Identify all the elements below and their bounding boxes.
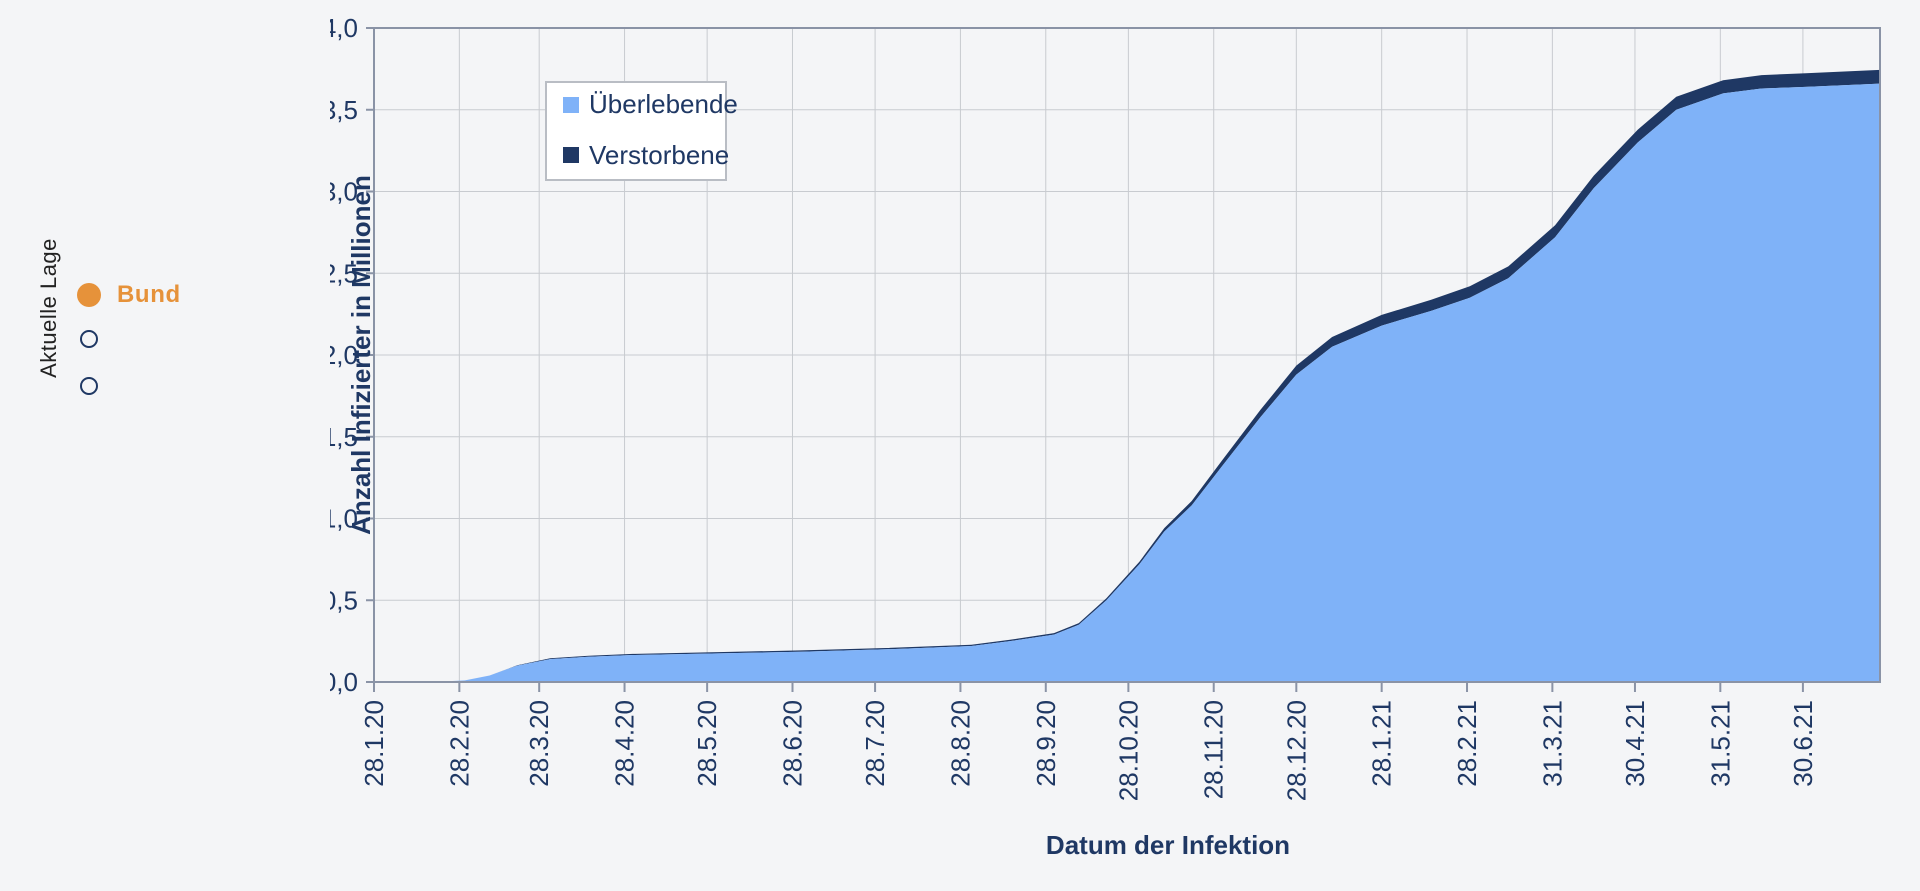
x-tick-label: 28.2.21 xyxy=(1452,700,1482,787)
x-tick-label: 28.3.20 xyxy=(524,700,554,787)
sidebar: Aktuelle Lage Bund xyxy=(0,0,330,891)
x-tick-label: 30.6.21 xyxy=(1788,700,1818,787)
y-tick-label: 4,0 xyxy=(330,13,358,43)
radio-unselected-icon xyxy=(80,330,98,348)
chart-container: 0,0 0,5 1,0 1,5 2,0 2,5 3,0 3,5 4,0 28.1.20 28.2.… xyxy=(330,0,1920,891)
y-tick-labels: 0,0 0,5 1,0 1,5 2,0 2,5 3,0 3,5 4,0 xyxy=(330,13,358,697)
y-axis-title: Anzahl Infizierter in Millionen xyxy=(346,175,376,535)
legend-label-deaths: Verstorbene xyxy=(589,140,729,170)
legend-swatch-survivors xyxy=(563,97,579,113)
axes xyxy=(366,27,1881,692)
x-tick-label: 31.5.21 xyxy=(1705,700,1735,787)
x-tick-label: 30.4.21 xyxy=(1620,700,1650,787)
y-tick-label: 2,5 xyxy=(330,258,358,288)
x-tick-label: 28.12.20 xyxy=(1281,700,1311,801)
sidebar-title: Aktuelle Lage xyxy=(36,238,61,378)
x-tick-label: 28.5.20 xyxy=(692,700,722,787)
legend: Überlebende Verstorbene xyxy=(545,81,738,181)
radio-unselected-icon xyxy=(80,377,98,395)
y-tick-label: 1,0 xyxy=(330,504,358,534)
plot-frame xyxy=(373,27,1881,683)
x-tick-label: 28.10.20 xyxy=(1113,700,1143,801)
y-tick-label: 1,5 xyxy=(330,422,358,452)
x-tick-label: 28.4.20 xyxy=(610,700,640,787)
area-series xyxy=(374,69,1880,683)
legend-swatch-deaths xyxy=(563,147,579,163)
y-tick-label: 2,0 xyxy=(330,340,358,370)
x-tick-label: 28.11.20 xyxy=(1199,700,1229,799)
legend-label-survivors: Überlebende xyxy=(589,89,738,119)
radio-selected-icon xyxy=(77,283,101,307)
y-tick-label: 3,0 xyxy=(330,177,358,207)
x-tick-label: 28.1.21 xyxy=(1367,700,1397,787)
x-tick-label: 28.1.20 xyxy=(359,700,389,787)
radio-label-bund: Bund xyxy=(117,281,181,308)
x-tick-labels: 28.1.20 28.2.20 28.3.20 28.4.20 28.5.20 28.6.… xyxy=(359,700,1818,801)
y-tick-label: 0,0 xyxy=(330,667,358,697)
x-tick-label: 28.9.20 xyxy=(1031,700,1061,787)
series-area-survivors xyxy=(374,83,1880,683)
x-tick-label: 28.8.20 xyxy=(945,700,975,787)
x-tick-label: 28.7.20 xyxy=(860,700,890,787)
radio-option-2[interactable] xyxy=(80,325,114,353)
y-tick-label: 3,5 xyxy=(330,95,358,125)
x-tick-label: 28.6.20 xyxy=(777,700,807,787)
y-tick-label: 0,5 xyxy=(330,585,358,615)
x-axis-title: Datum der Infektion xyxy=(1046,830,1290,860)
cumulative-infections-chart: 0,0 0,5 1,0 1,5 2,0 2,5 3,0 3,5 4,0 28.1.20 28.2.… xyxy=(330,13,1881,860)
radio-option-3[interactable] xyxy=(80,372,114,400)
x-tick-label: 28.2.20 xyxy=(444,700,474,787)
x-tick-label: 31.3.21 xyxy=(1537,700,1567,787)
radio-option-bund[interactable]: Bund xyxy=(77,281,181,309)
